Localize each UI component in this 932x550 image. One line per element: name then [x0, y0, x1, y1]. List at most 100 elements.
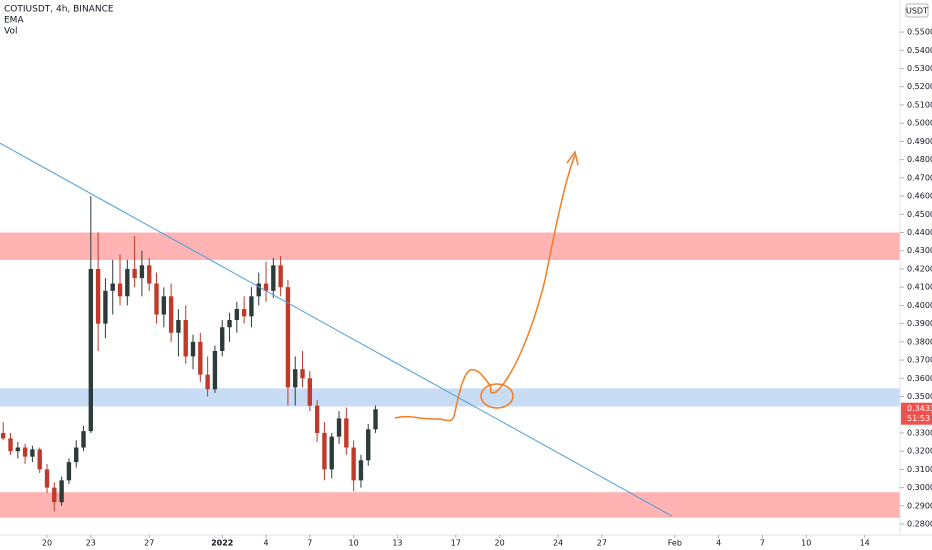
candle-body	[358, 460, 364, 481]
candle-body	[59, 480, 64, 503]
candle-body	[300, 369, 305, 379]
chart-title: COTIUSDT, 4h, BINANCE	[4, 5, 114, 15]
x-tick-label: 7	[307, 539, 312, 548]
candle-body	[154, 283, 159, 315]
candle-body	[183, 319, 188, 357]
last-price-badge	[901, 402, 932, 425]
candle-body	[322, 432, 327, 470]
candle-body	[285, 287, 291, 388]
currency-label: USDT	[906, 7, 928, 16]
x-tick-label: 4	[263, 539, 268, 548]
candle-body	[139, 265, 145, 279]
candle-body	[110, 283, 115, 291]
x-tick-label: 17	[451, 539, 461, 548]
candle-body	[44, 469, 50, 488]
x-tick-label: 14	[860, 539, 870, 548]
candle-body	[373, 409, 378, 430]
candle-body	[227, 319, 232, 328]
x-tick-label: Feb	[668, 539, 682, 548]
candle-body	[103, 290, 108, 324]
candle-body	[22, 447, 28, 457]
y-tick-label: 0.5500	[907, 28, 932, 37]
candle-body	[220, 327, 225, 351]
x-tick-label: 10	[801, 539, 811, 548]
candle-body	[263, 283, 269, 291]
candle-body	[8, 438, 13, 452]
candle-body	[125, 268, 130, 297]
candle-body	[249, 296, 254, 317]
candle-body	[74, 447, 79, 463]
candle-body	[293, 369, 298, 388]
candle-body	[37, 449, 42, 470]
last-price-label: 0.3433	[907, 404, 932, 413]
candle-body	[15, 447, 21, 452]
candle-body	[176, 319, 181, 333]
candle-body	[366, 429, 371, 461]
candle-body	[117, 283, 123, 297]
candle-body	[168, 296, 174, 333]
candle-body	[198, 341, 203, 375]
candle-body	[161, 296, 167, 315]
candle-body	[256, 283, 261, 297]
x-tick-label: 13	[392, 539, 402, 548]
candle-body	[30, 449, 35, 457]
price-zone	[0, 232, 900, 261]
candle-body	[351, 447, 356, 481]
x-tick-label: 4	[716, 539, 721, 548]
candle-body	[234, 309, 240, 320]
x-tick-label: 2022	[211, 539, 233, 548]
candle-body	[344, 418, 349, 448]
candle-body	[278, 265, 283, 288]
candle-body	[205, 374, 210, 390]
candle-body	[88, 268, 94, 432]
candle-body	[132, 268, 137, 279]
candle-body	[336, 418, 342, 437]
candle-body	[329, 436, 334, 470]
x-tick-label: 10	[349, 539, 359, 548]
candle-body	[212, 350, 218, 390]
candle-body	[190, 341, 196, 357]
candle-body	[52, 487, 57, 503]
candle-body	[147, 265, 152, 284]
x-tick-label: 27	[144, 539, 154, 548]
x-tick-label: 24	[553, 539, 563, 548]
x-tick-label: 7	[760, 539, 765, 548]
candle-body	[1, 432, 6, 439]
countdown-label: 51:53	[907, 414, 930, 423]
x-tick-label: 20	[495, 539, 505, 548]
candle-body	[95, 268, 101, 324]
price-zone	[0, 492, 900, 518]
x-tick-label: 27	[597, 539, 607, 548]
x-tick-label: 23	[86, 539, 96, 548]
currency-badge[interactable]	[905, 3, 929, 18]
candle-body	[241, 309, 247, 317]
x-tick-label: 20	[42, 539, 52, 548]
